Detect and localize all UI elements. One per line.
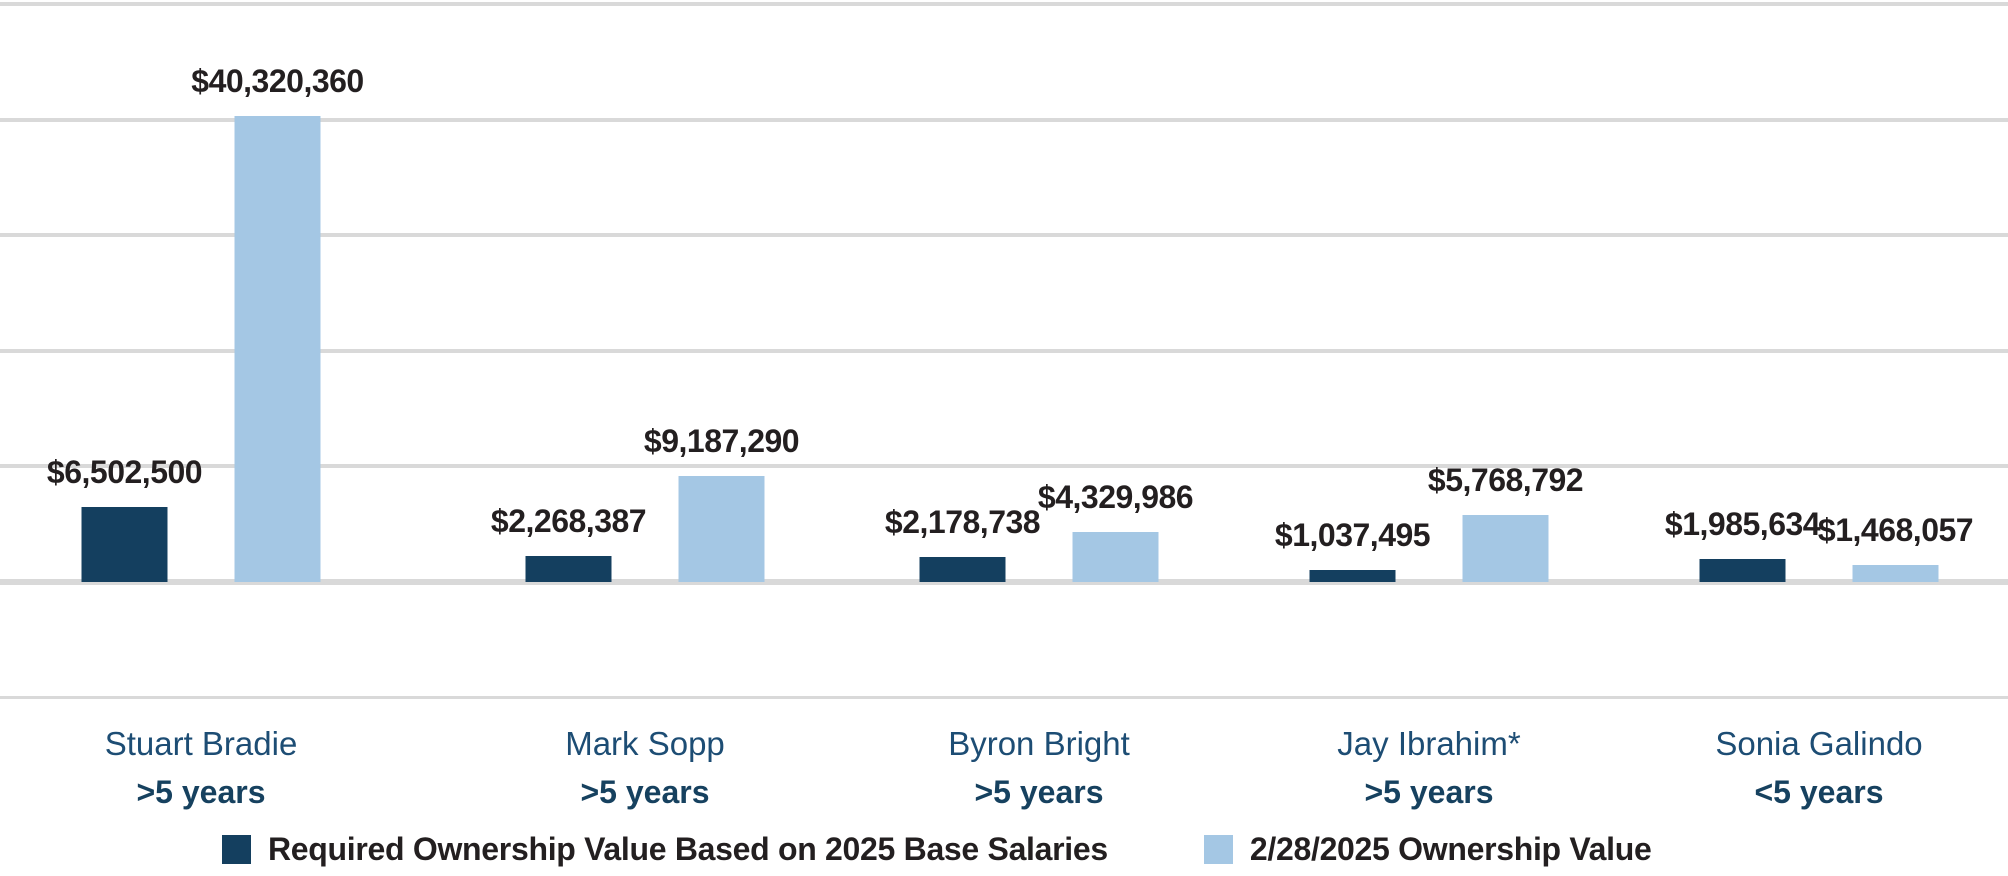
- bar-value-label: $1,037,495: [1274, 517, 1431, 553]
- category-tenure: <5 years: [1754, 774, 1884, 810]
- gridline: [0, 2, 2008, 6]
- gridline: [0, 348, 2008, 353]
- bar-current-byron-bright: $4,329,986: [1038, 479, 1194, 582]
- bar-current-mark-sopp: $9,187,290: [644, 423, 800, 582]
- category-tenure: >5 years: [974, 774, 1104, 810]
- category-tenure: >5 years: [136, 774, 266, 810]
- bar-value-label: $1,985,634: [1664, 506, 1821, 542]
- category-name: Mark Sopp: [565, 725, 725, 762]
- bar-current-sonia-galindo: $1,468,057: [1818, 512, 1974, 582]
- category-name: Byron Bright: [948, 725, 1130, 762]
- category-tenure: >5 years: [1364, 774, 1494, 810]
- category-label-mark-sopp: Mark Sopp >5 years: [565, 725, 725, 810]
- legend-swatch-light-blue: [1203, 835, 1233, 864]
- category-label-byron-bright: Byron Bright >5 years: [948, 725, 1130, 810]
- bar-group-byron-bright: $2,178,738 $4,329,986: [885, 479, 1194, 582]
- legend-label-required-ownership: Required Ownership Value Based on 2025 B…: [268, 831, 1108, 867]
- bar-value-label: $6,502,500: [46, 454, 203, 490]
- x-axis-line: [0, 579, 2008, 585]
- legend-swatch-navy: [222, 835, 251, 864]
- bar-group-mark-sopp: $2,268,387 $9,187,290: [491, 423, 800, 582]
- bar-required-sonia-galindo: $1,985,634: [1665, 506, 1821, 582]
- bar-value-label: $1,468,057: [1817, 512, 1974, 548]
- category-label-sonia-galindo: Sonia Galindo <5 years: [1715, 725, 1923, 810]
- bar-required-byron-bright: $2,178,738: [885, 504, 1041, 582]
- bar-value-label: $2,178,738: [884, 504, 1041, 540]
- category-name: Stuart Bradie: [104, 725, 298, 762]
- legend: Required Ownership Value Based on 2025 B…: [0, 831, 2008, 868]
- bar-value-label: $4,329,986: [1037, 479, 1194, 515]
- category-name: Jay Ibrahim*: [1337, 725, 1521, 762]
- legend-label-current-ownership: 2/28/2025 Ownership Value: [1249, 831, 1652, 867]
- bar-required-stuart-bradie: $6,502,500: [47, 454, 203, 582]
- legend-item-current-ownership: 2/28/2025 Ownership Value: [1203, 831, 1652, 868]
- bar-group-stuart-bradie: $6,502,500 $40,320,360: [47, 63, 364, 582]
- bar-group-jay-ibrahim: $1,037,495 $5,768,792: [1275, 462, 1584, 582]
- category-name: Sonia Galindo: [1715, 725, 1923, 762]
- category-separator-line: [0, 696, 2008, 699]
- plot-area: $6,502,500 $40,320,360 $2,268,387 $9,187,29…: [0, 2, 2008, 585]
- gridline: [0, 117, 2008, 122]
- bar-current-stuart-bradie: $40,320,360: [191, 63, 364, 582]
- category-labels: Stuart Bradie >5 years Mark Sopp >5 years By…: [0, 726, 2008, 826]
- bar-group-sonia-galindo: $1,985,634 $1,468,057: [1665, 506, 1974, 582]
- category-label-stuart-bradie: Stuart Bradie >5 years: [104, 725, 298, 810]
- gridline: [0, 464, 2008, 469]
- legend-item-required-ownership: Required Ownership Value Based on 2025 B…: [222, 831, 1108, 868]
- bar-current-jay-ibrahim: $5,768,792: [1428, 462, 1584, 582]
- bar-value-label: $40,320,360: [191, 63, 364, 99]
- category-tenure: >5 years: [580, 774, 710, 810]
- bar-value-label: $9,187,290: [643, 423, 800, 459]
- category-label-jay-ibrahim: Jay Ibrahim* >5 years: [1337, 725, 1521, 810]
- bar-value-label: $2,268,387: [490, 503, 647, 539]
- bar-required-mark-sopp: $2,268,387: [491, 503, 647, 582]
- bar-required-jay-ibrahim: $1,037,495: [1275, 517, 1431, 582]
- bar-value-label: $5,768,792: [1427, 462, 1584, 498]
- gridline: [0, 233, 2008, 238]
